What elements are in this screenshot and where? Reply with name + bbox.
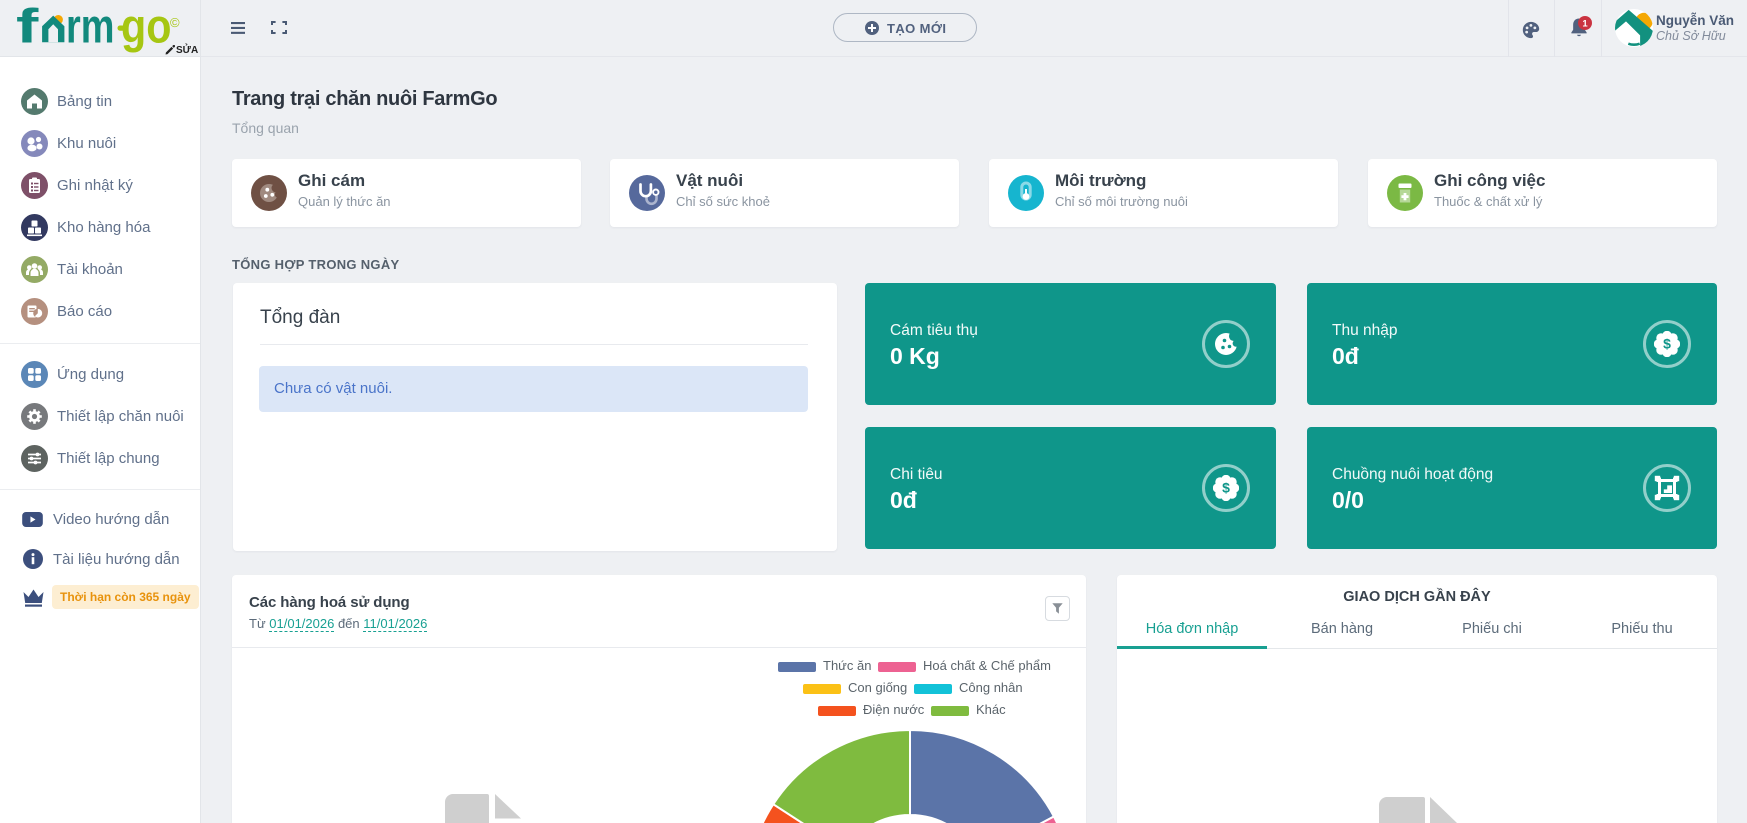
svg-text:go: go bbox=[121, 2, 171, 53]
svg-text:©: © bbox=[170, 15, 180, 30]
svg-text:$: $ bbox=[1663, 336, 1671, 352]
svg-text:1: 1 bbox=[1582, 19, 1588, 30]
svg-text:rm: rm bbox=[66, 2, 114, 53]
svg-text:f: f bbox=[16, 2, 39, 53]
svg-text:$: $ bbox=[1222, 480, 1230, 496]
